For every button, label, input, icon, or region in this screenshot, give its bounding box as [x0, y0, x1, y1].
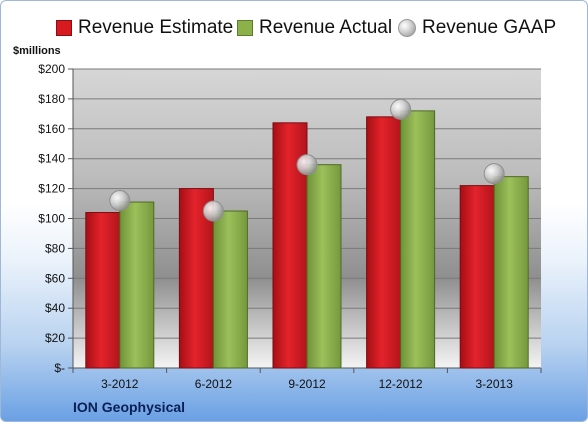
legend-label-gaap: Revenue GAAP	[422, 17, 557, 38]
legend-item-actual: Revenue Actual	[237, 17, 392, 39]
y-tick-label: $120	[38, 182, 65, 196]
y-tick-label: $20	[45, 331, 65, 345]
y-tick-label: $180	[38, 92, 65, 106]
y-tick-label: $100	[38, 212, 65, 226]
bar-revenue-estimate	[459, 185, 495, 369]
legend-swatch-estimate	[56, 20, 72, 36]
y-tick-label: $-	[54, 361, 65, 375]
legend-marker-gaap	[398, 19, 416, 37]
bar-revenue-actual	[400, 110, 436, 369]
y-tick-label: $60	[45, 271, 65, 285]
bar-revenue-actual	[493, 176, 529, 369]
legend-item-estimate: Revenue Estimate	[56, 17, 233, 39]
x-tick-label: 12-2012	[379, 377, 423, 391]
bar-revenue-estimate	[366, 116, 402, 369]
x-tick-label: 3-2012	[101, 377, 139, 391]
marker-revenue-gaap	[109, 190, 131, 212]
y-axis-unit-label: $millions	[13, 45, 61, 57]
x-tick-label: 9-2012	[288, 377, 326, 391]
legend: Revenue Estimate Revenue Actual Revenue …	[1, 17, 587, 41]
bar-revenue-actual	[212, 210, 248, 369]
legend-item-gaap: Revenue GAAP	[398, 17, 556, 39]
y-tick-label: $140	[38, 152, 65, 166]
y-tick-label: $80	[45, 241, 65, 255]
company-name: ION Geophysical	[73, 399, 186, 415]
bar-revenue-actual	[306, 164, 342, 369]
marker-revenue-gaap	[483, 163, 505, 185]
x-tick-label: 6-2012	[195, 377, 233, 391]
marker-revenue-gaap	[390, 98, 412, 120]
legend-swatch-actual	[237, 20, 253, 36]
y-tick-label: $200	[38, 62, 65, 76]
marker-revenue-gaap	[296, 154, 318, 176]
bar-revenue-actual	[119, 201, 155, 369]
y-tick-label: $40	[45, 301, 65, 315]
y-tick-label: $160	[38, 122, 65, 136]
legend-label-actual: Revenue Actual	[259, 17, 393, 38]
marker-revenue-gaap	[202, 200, 224, 222]
legend-label-estimate: Revenue Estimate	[78, 17, 234, 38]
x-tick-label: 3-2013	[476, 377, 514, 391]
bar-revenue-estimate	[85, 212, 121, 369]
